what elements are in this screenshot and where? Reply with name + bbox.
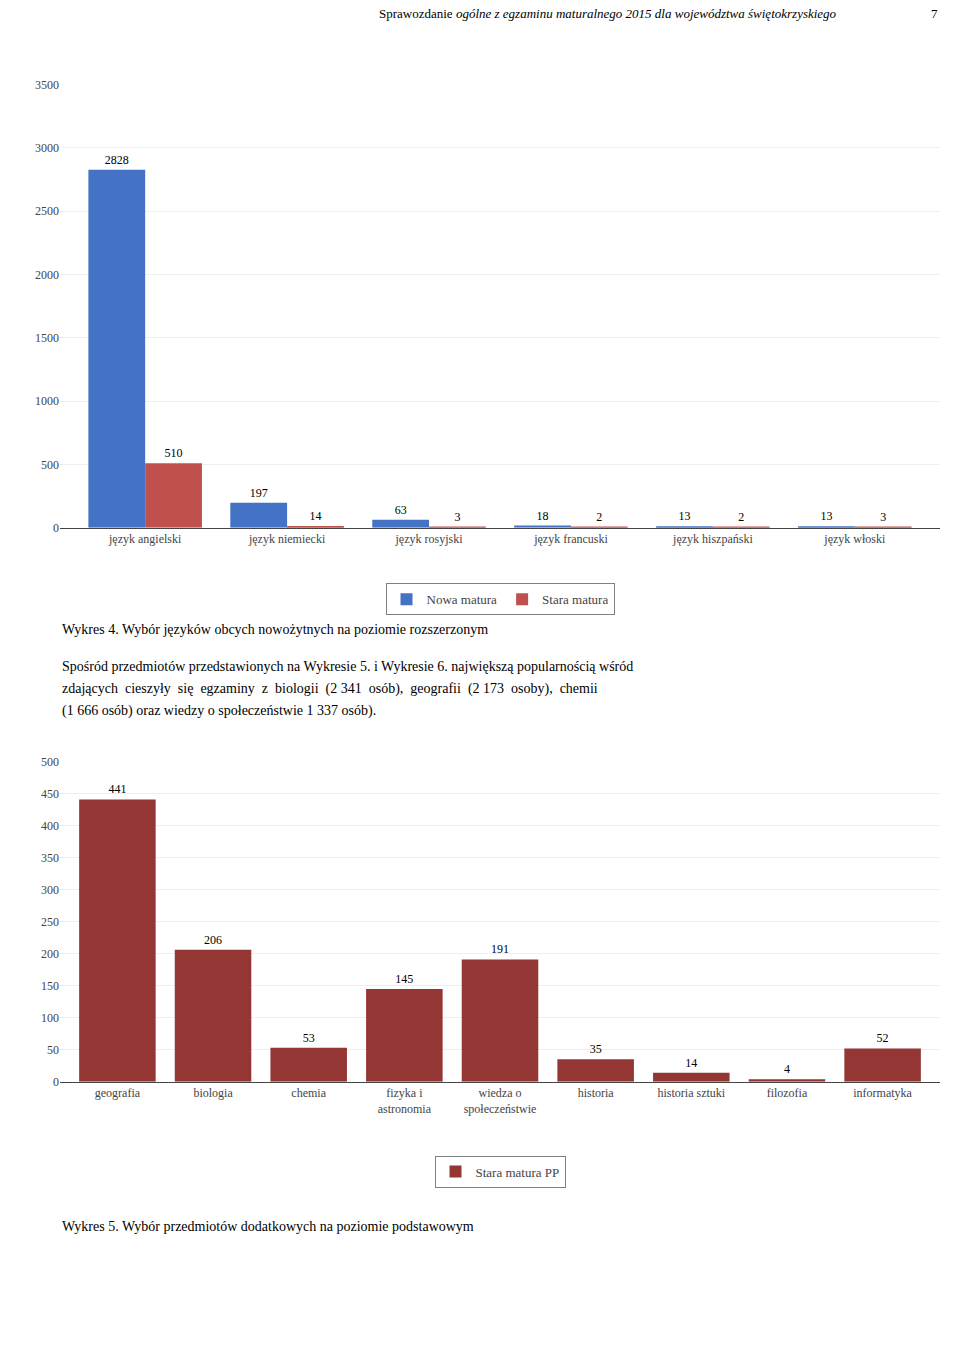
svg-text:206: 206 [204, 933, 222, 947]
svg-text:2: 2 [738, 510, 744, 524]
svg-text:100: 100 [41, 1011, 59, 1025]
svg-text:język rosyjski: język rosyjski [395, 532, 464, 546]
svg-text:Wykres 5. Wybór przedmiotów do: Wykres 5. Wybór przedmiotów dodatkowych … [62, 1219, 474, 1234]
svg-text:52: 52 [877, 1031, 889, 1045]
svg-text:197: 197 [250, 486, 268, 500]
svg-text:język niemiecki: język niemiecki [248, 532, 326, 546]
svg-text:2828: 2828 [105, 153, 129, 167]
svg-text:4: 4 [784, 1062, 790, 1076]
svg-text:Wykres 4. Wybór języków obcych: Wykres 4. Wybór języków obcych nowożytny… [62, 622, 488, 637]
svg-text:Spośród przedmiotów przedstawi: Spośród przedmiotów przedstawionych na W… [62, 659, 633, 674]
svg-text:400: 400 [41, 819, 59, 833]
svg-text:Nowa matura: Nowa matura [427, 592, 498, 607]
svg-text:63: 63 [395, 503, 407, 517]
svg-text:biologia: biologia [193, 1086, 233, 1100]
svg-text:350: 350 [41, 851, 59, 865]
svg-text:1500: 1500 [35, 331, 59, 345]
svg-text:145: 145 [395, 972, 413, 986]
svg-text:filozofia: filozofia [767, 1086, 808, 1100]
svg-text:język francuski: język francuski [533, 532, 608, 546]
svg-text:Sprawozdanie ogólne z egzaminu: Sprawozdanie ogólne z egzaminu maturalne… [379, 6, 837, 21]
svg-text:historia: historia [578, 1086, 615, 1100]
svg-text:14: 14 [685, 1056, 697, 1070]
svg-text:53: 53 [303, 1031, 315, 1045]
svg-text:wiedza ospołeczeństwie: wiedza ospołeczeństwie [464, 1086, 537, 1116]
svg-text:2500: 2500 [35, 204, 59, 218]
svg-text:chemia: chemia [291, 1086, 326, 1100]
svg-text:13: 13 [679, 509, 691, 523]
svg-text:Stara matura: Stara matura [542, 592, 608, 607]
svg-text:0: 0 [53, 521, 59, 535]
svg-text:2000: 2000 [35, 268, 59, 282]
svg-text:Stara matura PP: Stara matura PP [476, 1165, 560, 1180]
svg-text:13: 13 [820, 509, 832, 523]
svg-text:3: 3 [454, 510, 460, 524]
svg-text:język hiszpański: język hiszpański [672, 532, 753, 546]
svg-text:3: 3 [880, 510, 886, 524]
svg-text:zdających cieszyły się egza: zdających cieszyły się egzaminy z biolog… [62, 681, 598, 697]
svg-text:język włoski: język włoski [823, 532, 886, 546]
svg-text:200: 200 [41, 947, 59, 961]
svg-text:historia sztuki: historia sztuki [657, 1086, 725, 1100]
svg-text:3000: 3000 [35, 141, 59, 155]
svg-text:250: 250 [41, 915, 59, 929]
svg-text:2: 2 [596, 510, 602, 524]
svg-text:14: 14 [309, 509, 321, 523]
svg-text:150: 150 [41, 979, 59, 993]
svg-text:300: 300 [41, 883, 59, 897]
svg-text:(1 666 osób) oraz wiedzy o spo: (1 666 osób) oraz wiedzy o społeczeństwi… [62, 703, 376, 719]
svg-text:35: 35 [590, 1042, 602, 1056]
svg-text:geografia: geografia [95, 1086, 141, 1100]
svg-text:191: 191 [491, 942, 509, 956]
svg-text:500: 500 [41, 755, 59, 769]
svg-text:510: 510 [165, 446, 183, 460]
svg-text:441: 441 [108, 782, 126, 796]
svg-text:7: 7 [931, 6, 938, 21]
svg-text:450: 450 [41, 787, 59, 801]
svg-text:3500: 3500 [35, 78, 59, 92]
svg-text:50: 50 [47, 1043, 59, 1057]
svg-text:1000: 1000 [35, 394, 59, 408]
svg-text:18: 18 [537, 509, 549, 523]
svg-text:fizyka iastronomia: fizyka iastronomia [378, 1086, 432, 1116]
svg-text:język angielski: język angielski [108, 532, 182, 546]
svg-text:informatyka: informatyka [853, 1086, 912, 1100]
svg-text:500: 500 [41, 458, 59, 472]
svg-text:0: 0 [53, 1075, 59, 1089]
